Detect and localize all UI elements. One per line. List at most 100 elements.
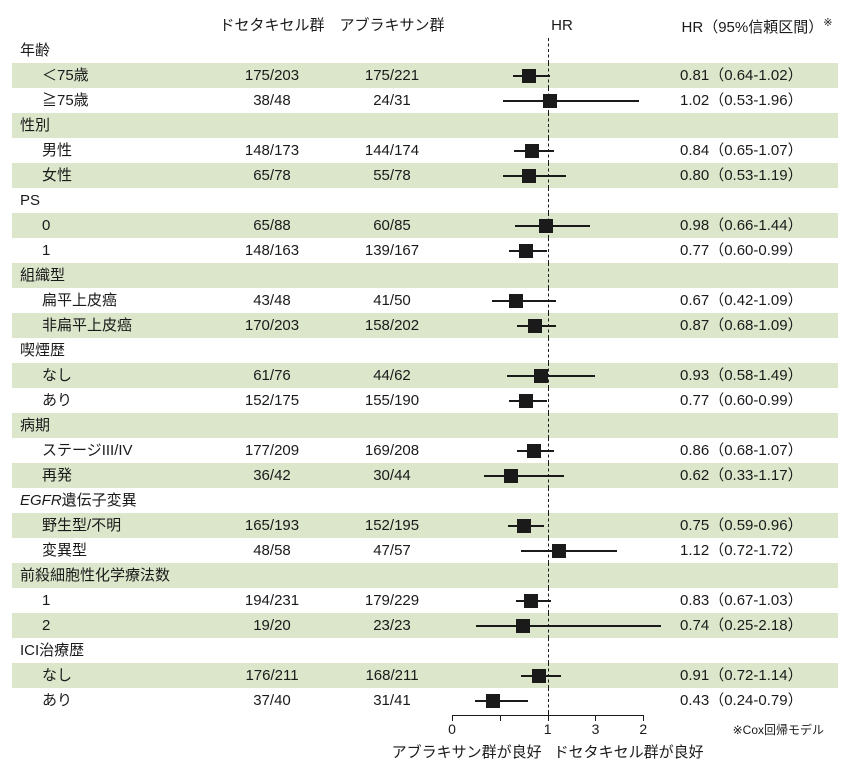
refline-segment bbox=[548, 338, 549, 363]
cell-hr-ci: 1.12（0.72-1.72） bbox=[672, 538, 842, 563]
row-label: 1 bbox=[12, 588, 212, 613]
header-abraxane: アブラキサン群 bbox=[332, 11, 452, 41]
cell-hr-ci: 0.77（0.60-0.99） bbox=[672, 238, 842, 263]
cell-docetaxel: 170/203 bbox=[212, 313, 332, 338]
axis-area-wrap: 0132アブラキサン群が良好ドセタキセル群が良好 ※Cox回帰モデル bbox=[12, 715, 838, 775]
forest-plot-cell bbox=[452, 313, 672, 338]
hr-marker bbox=[524, 594, 538, 608]
refline-segment bbox=[548, 188, 549, 213]
hr-marker bbox=[516, 619, 530, 633]
group-row: 病期 bbox=[12, 413, 838, 438]
hr-marker bbox=[519, 394, 533, 408]
ci-line bbox=[503, 100, 640, 102]
row-label: なし bbox=[12, 663, 212, 688]
cell-abraxane: 152/195 bbox=[332, 513, 452, 538]
hr-marker bbox=[532, 669, 546, 683]
group-row: EGFR遺伝子変異 bbox=[12, 488, 838, 513]
axis-favor-left: アブラキサン群が良好 bbox=[392, 741, 542, 762]
hr-marker bbox=[527, 444, 541, 458]
header-hr-ci-sup: ※ bbox=[823, 17, 832, 29]
axis-area: 0132アブラキサン群が良好ドセタキセル群が良好 ※Cox回帰モデル bbox=[12, 715, 838, 775]
hr-marker bbox=[534, 369, 548, 383]
hr-marker bbox=[552, 544, 566, 558]
axis-tick-label: 1 bbox=[544, 721, 552, 737]
hr-marker bbox=[519, 244, 533, 258]
hr-marker bbox=[509, 294, 523, 308]
cell-hr-ci: 0.74（0.25-2.18） bbox=[672, 613, 842, 638]
data-row: 変異型48/5847/571.12（0.72-1.72） bbox=[12, 538, 838, 563]
forest-plot-cell bbox=[452, 213, 672, 238]
cell-docetaxel: 37/40 bbox=[212, 688, 332, 713]
group-label: 前殺細胞性化学療法数 bbox=[12, 563, 842, 588]
refline-segment bbox=[548, 238, 549, 263]
cell-docetaxel: 175/203 bbox=[212, 63, 332, 88]
cell-hr-ci: 0.75（0.59-0.96） bbox=[672, 513, 842, 538]
refline-segment bbox=[548, 688, 549, 713]
group-label: 喫煙歴 bbox=[12, 338, 842, 363]
row-label: 女性 bbox=[12, 163, 212, 188]
cell-docetaxel: 65/78 bbox=[212, 163, 332, 188]
cell-abraxane: 144/174 bbox=[332, 138, 452, 163]
forest-plot-cell bbox=[452, 388, 672, 413]
cell-abraxane: 55/78 bbox=[332, 163, 452, 188]
forest-plot-cell bbox=[452, 613, 672, 638]
row-label: ≧75歳 bbox=[12, 88, 212, 113]
data-row: あり37/4031/410.43（0.24-0.79） bbox=[12, 688, 838, 713]
forest-plot-cell bbox=[452, 363, 672, 388]
rows-host: 年齢＜75歳175/203175/2210.81（0.64-1.02）≧75歳3… bbox=[12, 38, 838, 713]
cell-abraxane: 175/221 bbox=[332, 63, 452, 88]
cell-hr-ci: 0.43（0.24-0.79） bbox=[672, 688, 842, 713]
hr-marker bbox=[525, 144, 539, 158]
forest-plot-cell bbox=[452, 63, 672, 88]
row-label: ＜75歳 bbox=[12, 63, 212, 88]
cell-docetaxel: 19/20 bbox=[212, 613, 332, 638]
row-label: 変異型 bbox=[12, 538, 212, 563]
hr-marker bbox=[522, 169, 536, 183]
data-row: 野生型/不明165/193152/1950.75（0.59-0.96） bbox=[12, 513, 838, 538]
data-row: 1148/163139/1670.77（0.60-0.99） bbox=[12, 238, 838, 263]
header-row: ドセタキセル群 アブラキサン群 HR HR（95%信頼区間）※ bbox=[12, 8, 838, 38]
group-label: 年齢 bbox=[12, 38, 842, 63]
axis-tick-label: 2 bbox=[639, 721, 647, 737]
cell-hr-ci: 0.98（0.66-1.44） bbox=[672, 213, 842, 238]
group-row: 組織型 bbox=[12, 263, 838, 288]
cell-abraxane: 30/44 bbox=[332, 463, 452, 488]
cell-abraxane: 155/190 bbox=[332, 388, 452, 413]
cell-abraxane: 24/31 bbox=[332, 88, 452, 113]
cell-docetaxel: 165/193 bbox=[212, 513, 332, 538]
cell-hr-ci: 0.80（0.53-1.19） bbox=[672, 163, 842, 188]
data-row: なし61/7644/620.93（0.58-1.49） bbox=[12, 363, 838, 388]
refline-segment bbox=[548, 513, 549, 538]
group-label: EGFR遺伝子変異 bbox=[12, 488, 842, 513]
cell-hr-ci: 0.84（0.65-1.07） bbox=[672, 138, 842, 163]
refline-segment bbox=[548, 388, 549, 413]
group-row: ICI治療歴 bbox=[12, 638, 838, 663]
row-label: 男性 bbox=[12, 138, 212, 163]
cell-docetaxel: 36/42 bbox=[212, 463, 332, 488]
axis-favor-right: ドセタキセル群が良好 bbox=[554, 741, 704, 762]
cell-docetaxel: 152/175 bbox=[212, 388, 332, 413]
ci-line bbox=[492, 300, 556, 302]
forest-plot-cell bbox=[452, 88, 672, 113]
data-row: 非扁平上皮癌170/203158/2020.87（0.68-1.09） bbox=[12, 313, 838, 338]
cell-abraxane: 47/57 bbox=[332, 538, 452, 563]
hr-marker bbox=[504, 469, 518, 483]
row-label: 0 bbox=[12, 213, 212, 238]
hr-marker bbox=[539, 219, 553, 233]
cell-abraxane: 158/202 bbox=[332, 313, 452, 338]
cell-docetaxel: 194/231 bbox=[212, 588, 332, 613]
forest-plot-cell bbox=[452, 138, 672, 163]
group-row: PS bbox=[12, 188, 838, 213]
axis-plot: 0132アブラキサン群が良好ドセタキセル群が良好 bbox=[452, 715, 672, 775]
group-row: 年齢 bbox=[12, 38, 838, 63]
forest-plot-cell bbox=[452, 688, 672, 713]
data-row: 065/8860/850.98（0.66-1.44） bbox=[12, 213, 838, 238]
refline-segment bbox=[548, 113, 549, 138]
group-label: 組織型 bbox=[12, 263, 842, 288]
cell-docetaxel: 61/76 bbox=[212, 363, 332, 388]
cell-hr-ci: 0.83（0.67-1.03） bbox=[672, 588, 842, 613]
header-hr-ci-text: HR（95%信頼区間） bbox=[682, 19, 824, 36]
ci-line bbox=[507, 375, 594, 377]
cell-hr-ci: 0.81（0.64-1.02） bbox=[672, 63, 842, 88]
cell-hr-ci: 0.86（0.68-1.07） bbox=[672, 438, 842, 463]
